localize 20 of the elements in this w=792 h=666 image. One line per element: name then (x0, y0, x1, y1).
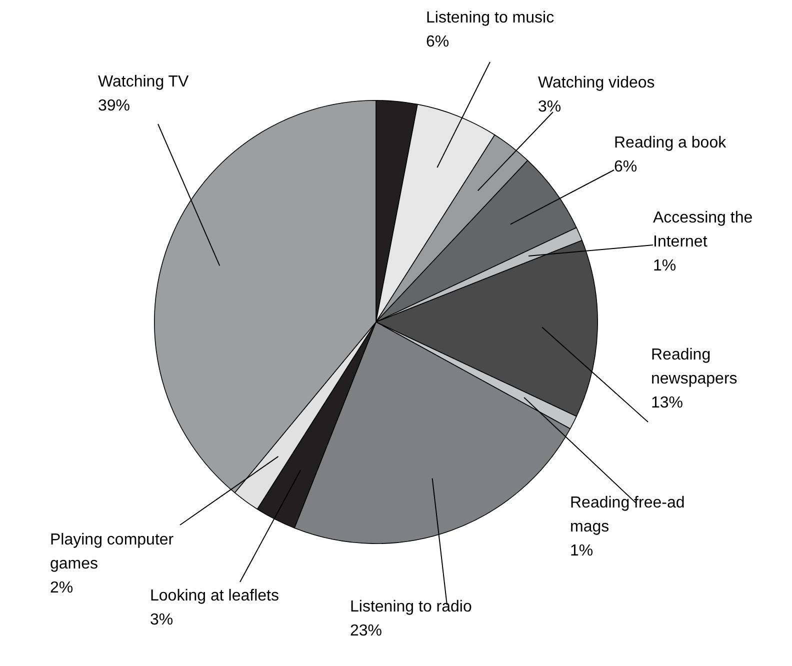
data-label: 1% (653, 257, 676, 274)
data-label: 2% (50, 579, 74, 596)
slice-label: Playing computer games (50, 531, 174, 572)
data-label: 23% (350, 622, 382, 640)
data-label: 39% (98, 97, 130, 114)
slice-label: Watching TV (98, 73, 190, 90)
slice-label: Listening to music (426, 9, 554, 26)
slice-label: Watching videos (538, 74, 655, 92)
slice-label: Looking at leaflets (150, 587, 279, 604)
slice-label: Accessing the Internet (653, 209, 753, 250)
slice-label: Reading a book (614, 134, 728, 152)
data-label: 6% (614, 158, 638, 176)
slice-label: Reading free-ad mags (570, 494, 685, 536)
slice-label: Reading newspapers (651, 346, 738, 388)
data-label: 13% (651, 394, 684, 412)
data-label: 1% (570, 542, 594, 560)
data-label: 3% (150, 611, 174, 628)
data-label: 6% (426, 33, 450, 50)
data-label: 3% (538, 98, 562, 116)
slice-label: Listening to radio (350, 598, 472, 616)
